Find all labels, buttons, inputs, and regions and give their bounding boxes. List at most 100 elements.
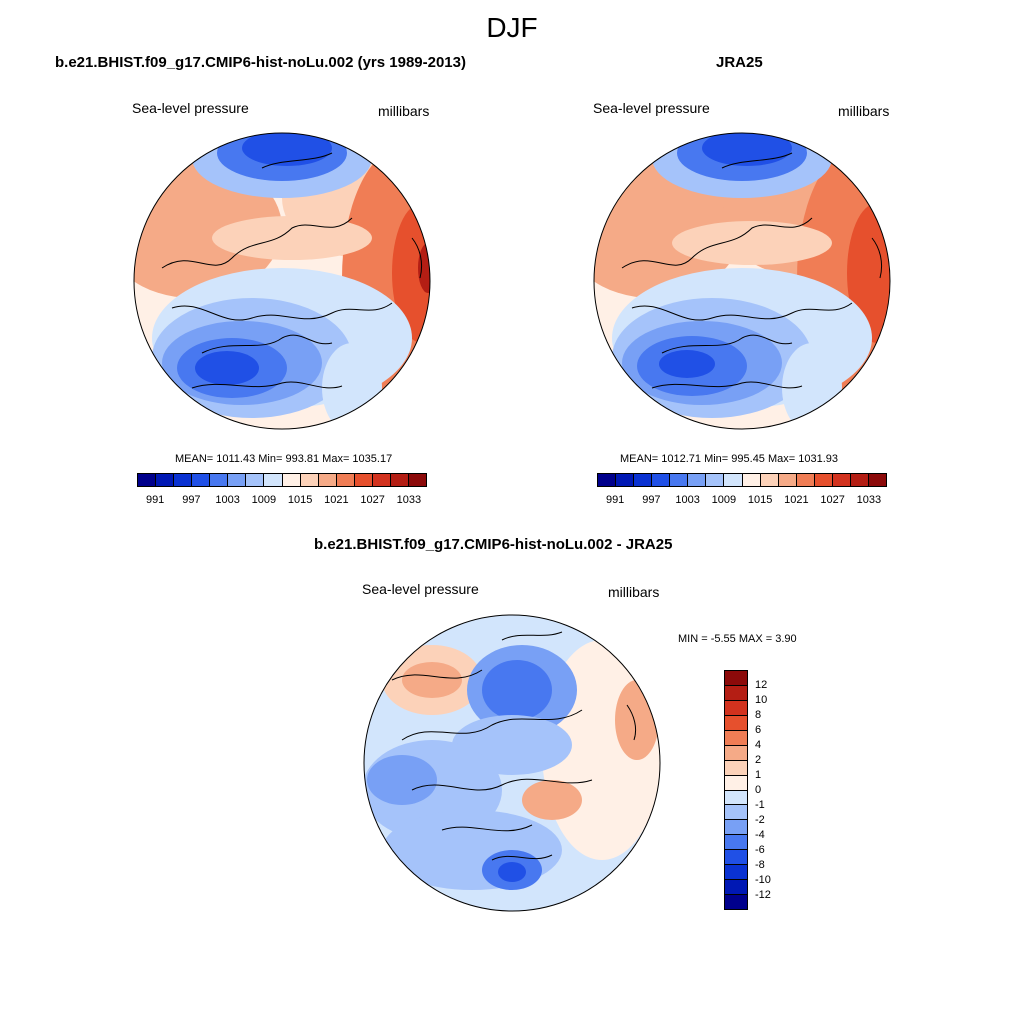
colorbar-tick-label: 1009	[711, 494, 737, 506]
colorbar-tick-label: 8	[755, 709, 762, 721]
colorbar-tick-label: 991	[145, 494, 165, 506]
colorbar-tick-label: -4	[755, 829, 765, 841]
colorbar-swatch	[725, 895, 747, 909]
panel-2-stats: MEAN= 1012.71 Min= 995.45 Max= 1031.93	[620, 453, 839, 465]
colorbar-swatch	[760, 474, 779, 486]
colorbar-swatch	[616, 474, 635, 486]
panel-3-units-label: millibars	[608, 584, 660, 600]
colorbar-swatch	[598, 474, 617, 486]
panel-2-polar-map	[593, 132, 891, 430]
colorbar-swatch	[138, 474, 157, 486]
colorbar-tick-label: 1003	[675, 494, 700, 506]
colorbar-swatch	[372, 474, 391, 486]
panel-3-stats: MIN = -5.55 MAX = 3.90	[678, 633, 797, 645]
colorbar-swatch	[796, 474, 815, 486]
colorbar-swatch	[174, 474, 193, 486]
colorbar-swatch	[354, 474, 373, 486]
colorbar-swatch	[652, 474, 671, 486]
colorbar-swatch	[300, 474, 319, 486]
colorbar-tick-label: 6	[755, 724, 762, 736]
colorbar-swatch	[725, 880, 747, 896]
colorbar-tick-label: -12	[755, 889, 771, 901]
colorbar-swatch	[246, 474, 265, 486]
colorbar-tick-label: 12	[755, 679, 768, 691]
colorbar-swatch	[336, 474, 355, 486]
colorbar-swatch	[868, 474, 886, 486]
panel-3-polar-map	[363, 614, 661, 912]
panel-2-colorbar	[597, 473, 887, 487]
panel-2-units-label: millibars	[838, 103, 890, 119]
colorbar-swatch	[725, 805, 747, 821]
colorbar-swatch	[706, 474, 725, 486]
colorbar-swatch	[210, 474, 229, 486]
panel-1-stats: MEAN= 1011.43 Min= 993.81 Max= 1035.17	[175, 453, 393, 465]
colorbar-swatch	[832, 474, 851, 486]
panel-2-title: JRA25	[716, 54, 763, 71]
colorbar-swatch	[670, 474, 689, 486]
panel-2-colorbar-labels: 991 997 1003 1009 1015 1021 1027 1033	[597, 494, 887, 508]
colorbar-tick-label: 1	[755, 769, 762, 781]
colorbar-tick-label: 1003	[215, 494, 240, 506]
colorbar-swatch	[264, 474, 283, 486]
colorbar-swatch	[192, 474, 211, 486]
panel-1-colorbar-labels: 991 997 1003 1009 1015 1021 1027 1033	[137, 494, 427, 508]
colorbar-swatch	[725, 865, 747, 881]
colorbar-tick-label: -10	[755, 874, 771, 886]
colorbar-swatch	[725, 730, 747, 746]
colorbar-tick-label: 0	[755, 784, 762, 796]
panel-1-units-label: millibars	[378, 103, 430, 119]
panel-3-variable-label: Sea-level pressure	[362, 581, 479, 597]
colorbar-tick-label: 997	[642, 494, 661, 506]
colorbar-tick-label: 1009	[251, 494, 277, 506]
colorbar-swatch	[318, 474, 337, 486]
colorbar-tick-label: -2	[755, 814, 765, 826]
colorbar-tick-label: 1033	[396, 494, 422, 506]
colorbar-tick-label: 997	[182, 494, 201, 506]
panel-3-colorbar	[724, 670, 748, 910]
colorbar-swatch	[725, 671, 747, 686]
colorbar-swatch	[725, 850, 747, 866]
figure-title: DJF	[486, 12, 538, 43]
colorbar-tick-label: 4	[755, 739, 762, 751]
colorbar-tick-label: 1027	[820, 494, 845, 506]
panel-1-variable-label: Sea-level pressure	[132, 100, 249, 116]
colorbar-swatch	[724, 474, 743, 486]
colorbar-swatch	[725, 685, 747, 701]
panel-1-colorbar	[137, 473, 427, 487]
colorbar-swatch	[228, 474, 247, 486]
colorbar-swatch	[156, 474, 175, 486]
colorbar-swatch	[634, 474, 653, 486]
colorbar-tick-label: 1033	[856, 494, 882, 506]
panel-1-polar-map	[133, 132, 431, 430]
colorbar-swatch	[725, 760, 747, 776]
colorbar-swatch	[725, 820, 747, 836]
colorbar-tick-label: -1	[755, 799, 765, 811]
colorbar-swatch	[725, 745, 747, 761]
panel-2-variable-label: Sea-level pressure	[593, 100, 710, 116]
colorbar-swatch	[778, 474, 797, 486]
colorbar-swatch	[725, 835, 747, 851]
colorbar-swatch	[408, 474, 426, 486]
colorbar-swatch	[725, 700, 747, 716]
colorbar-swatch	[725, 790, 747, 806]
colorbar-swatch	[742, 474, 761, 486]
colorbar-tick-label: -8	[755, 859, 765, 871]
colorbar-tick-label: 991	[605, 494, 625, 506]
colorbar-tick-label: 1021	[324, 494, 349, 506]
colorbar-tick-label: 1027	[360, 494, 385, 506]
colorbar-swatch	[725, 775, 747, 791]
colorbar-tick-label: -6	[755, 844, 765, 856]
colorbar-swatch	[688, 474, 707, 486]
panel-1-title: b.e21.BHIST.f09_g17.CMIP6-hist-noLu.002 …	[55, 54, 466, 71]
colorbar-swatch	[850, 474, 869, 486]
colorbar-swatch	[725, 715, 747, 731]
colorbar-swatch	[390, 474, 409, 486]
colorbar-tick-label: 1021	[784, 494, 809, 506]
colorbar-tick-label: 2	[755, 754, 762, 766]
colorbar-tick-label: 10	[755, 694, 768, 706]
colorbar-tick-label: 1015	[287, 494, 313, 506]
panel-3-title: b.e21.BHIST.f09_g17.CMIP6-hist-noLu.002 …	[314, 536, 673, 553]
colorbar-swatch	[814, 474, 833, 486]
colorbar-swatch	[282, 474, 301, 486]
colorbar-tick-label: 1015	[747, 494, 773, 506]
